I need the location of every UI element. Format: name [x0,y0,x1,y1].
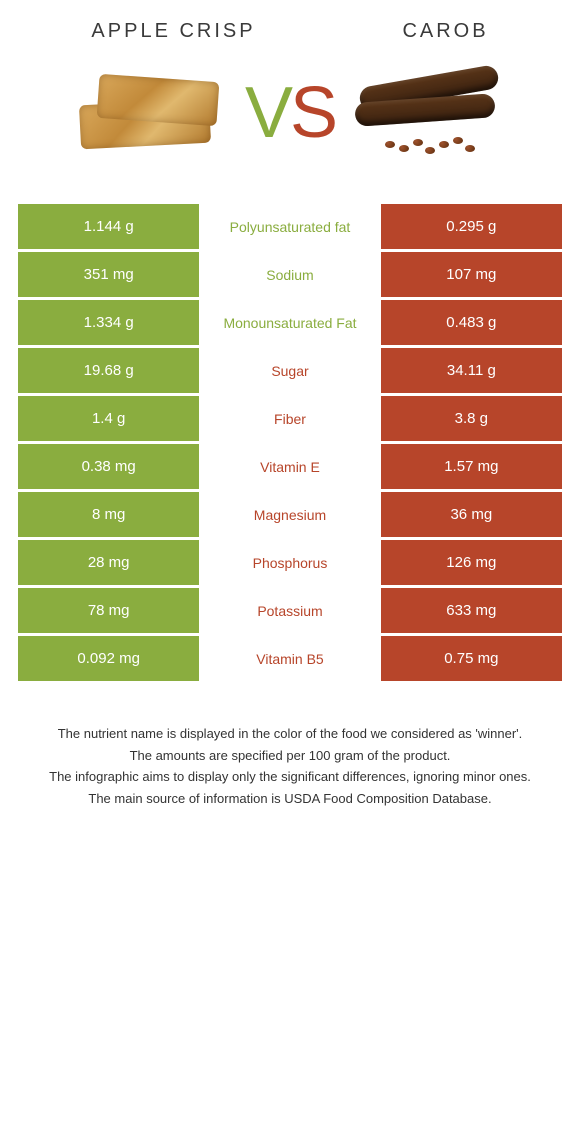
left-food-image [65,53,235,173]
nutrient-label: Sugar [199,348,380,393]
right-value: 3.8 g [381,396,562,441]
footer-line-2: The amounts are specified per 100 gram o… [28,746,552,766]
left-value: 8 mg [18,492,199,537]
footer-line-4: The main source of information is USDA F… [28,789,552,809]
vs-label: VS [245,77,335,149]
carob-illustration [355,68,505,158]
right-value: 633 mg [381,588,562,633]
table-row: 351 mgSodium107 mg [18,252,562,297]
left-value: 0.092 mg [18,636,199,681]
left-value: 0.38 mg [18,444,199,489]
header-titles: APPLE CRISP CAROB [18,20,562,43]
nutrient-label: Sodium [199,252,380,297]
right-value: 34.11 g [381,348,562,393]
right-food-image [345,53,515,173]
left-value: 19.68 g [18,348,199,393]
table-row: 1.4 gFiber3.8 g [18,396,562,441]
nutrient-label: Vitamin E [199,444,380,489]
comparison-images-row: VS [18,53,562,173]
apple-crisp-illustration [80,78,220,148]
right-value: 0.295 g [381,204,562,249]
table-row: 19.68 gSugar34.11 g [18,348,562,393]
footer-line-1: The nutrient name is displayed in the co… [28,724,552,744]
right-value: 0.483 g [381,300,562,345]
table-row: 8 mgMagnesium36 mg [18,492,562,537]
nutrient-label: Fiber [199,396,380,441]
table-row: 78 mgPotassium633 mg [18,588,562,633]
left-food-title: APPLE CRISP [91,20,255,43]
table-row: 28 mgPhosphorus126 mg [18,540,562,585]
vs-letter-v: V [245,73,290,153]
footer-notes: The nutrient name is displayed in the co… [18,724,562,808]
footer-line-3: The infographic aims to display only the… [28,767,552,787]
nutrient-label: Monounsaturated Fat [199,300,380,345]
right-food-title: CAROB [402,20,488,43]
left-value: 351 mg [18,252,199,297]
right-value: 1.57 mg [381,444,562,489]
left-value: 1.4 g [18,396,199,441]
nutrient-label: Vitamin B5 [199,636,380,681]
table-row: 0.092 mgVitamin B50.75 mg [18,636,562,681]
left-value: 28 mg [18,540,199,585]
table-row: 1.334 gMonounsaturated Fat0.483 g [18,300,562,345]
left-value: 1.144 g [18,204,199,249]
vs-letter-s: S [290,73,335,153]
nutrient-label: Potassium [199,588,380,633]
right-value: 126 mg [381,540,562,585]
nutrient-label: Magnesium [199,492,380,537]
nutrient-label: Phosphorus [199,540,380,585]
table-row: 0.38 mgVitamin E1.57 mg [18,444,562,489]
nutrient-comparison-table: 1.144 gPolyunsaturated fat0.295 g351 mgS… [18,201,562,684]
right-value: 36 mg [381,492,562,537]
right-value: 0.75 mg [381,636,562,681]
table-row: 1.144 gPolyunsaturated fat0.295 g [18,204,562,249]
left-value: 78 mg [18,588,199,633]
left-value: 1.334 g [18,300,199,345]
nutrient-label: Polyunsaturated fat [199,204,380,249]
right-value: 107 mg [381,252,562,297]
